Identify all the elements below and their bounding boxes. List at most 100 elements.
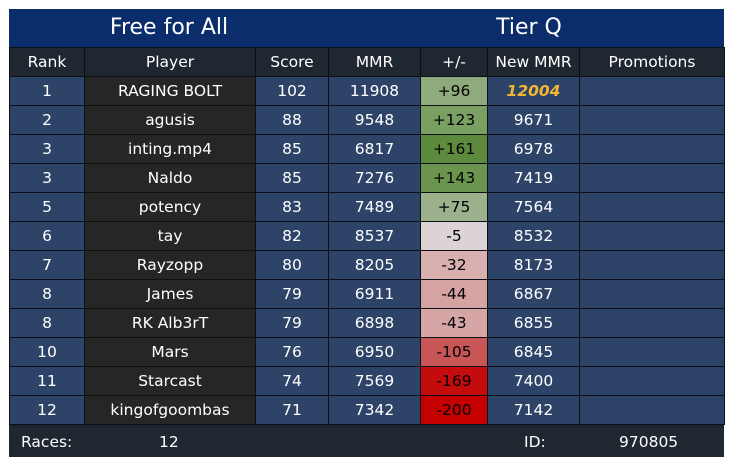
- rank-cell: 12: [9, 395, 85, 425]
- table-row: 12 kingofgoombas 71 7342 -200 7142: [9, 395, 725, 425]
- score-cell: 71: [255, 395, 329, 425]
- table-row: 8 James 79 6911 -44 6867: [9, 279, 725, 309]
- rank-cell: 1: [9, 76, 85, 106]
- mmr-change-cell: -169: [420, 366, 488, 396]
- player-name-cell: RK Alb3rT: [84, 308, 256, 338]
- mmr-change-cell: +143: [420, 163, 488, 193]
- mmr-cell: 7569: [328, 366, 421, 396]
- promotions-cell: [579, 76, 725, 106]
- new-mmr-cell: 7419: [487, 163, 580, 193]
- results-table: Rank Player Score MMR +/- New MMR Promot…: [9, 47, 725, 425]
- score-cell: 79: [255, 308, 329, 338]
- mmr-change-cell: -32: [420, 250, 488, 280]
- player-name-cell: Mars: [84, 337, 256, 367]
- id-value: 970805: [619, 433, 679, 451]
- column-header-new-mmr: New MMR: [487, 47, 580, 77]
- rank-cell: 3: [9, 134, 85, 164]
- scoreboard-header: Free for All Tier Q: [9, 9, 724, 47]
- table-row: 3 Naldo 85 7276 +143 7419: [9, 163, 725, 193]
- mmr-cell: 11908: [328, 76, 421, 106]
- mmr-cell: 8205: [328, 250, 421, 280]
- promotions-cell: [579, 221, 725, 251]
- player-name-cell: potency: [84, 192, 256, 222]
- rank-cell: 2: [9, 105, 85, 135]
- rank-cell: 10: [9, 337, 85, 367]
- table-row: 8 RK Alb3rT 79 6898 -43 6855: [9, 308, 725, 338]
- mmr-change-cell: +96: [420, 76, 488, 106]
- new-mmr-cell: 8532: [487, 221, 580, 251]
- table-row: 7 Rayzopp 80 8205 -32 8173: [9, 250, 725, 280]
- mmr-cell: 7276: [328, 163, 421, 193]
- rank-cell: 8: [9, 308, 85, 338]
- table-footer: Races: 12 ID: 970805: [9, 427, 724, 457]
- new-mmr-cell: 7400: [487, 366, 580, 396]
- mmr-cell: 8537: [328, 221, 421, 251]
- new-mmr-cell: 6855: [487, 308, 580, 338]
- table-row: 1 RAGING BOLT 102 11908 +96 12004: [9, 76, 725, 106]
- mmr-change-cell: -200: [420, 395, 488, 425]
- table-row: 3 inting.mp4 85 6817 +161 6978: [9, 134, 725, 164]
- mmr-change-cell: -43: [420, 308, 488, 338]
- score-cell: 102: [255, 76, 329, 106]
- promotions-cell: [579, 337, 725, 367]
- table-row: 10 Mars 76 6950 -105 6845: [9, 337, 725, 367]
- rank-cell: 7: [9, 250, 85, 280]
- score-cell: 76: [255, 337, 329, 367]
- promotions-cell: [579, 279, 725, 309]
- score-cell: 74: [255, 366, 329, 396]
- rank-cell: 8: [9, 279, 85, 309]
- score-cell: 83: [255, 192, 329, 222]
- player-name-cell: RAGING BOLT: [84, 76, 256, 106]
- score-cell: 82: [255, 221, 329, 251]
- table-row: 5 potency 83 7489 +75 7564: [9, 192, 725, 222]
- mmr-cell: 7342: [328, 395, 421, 425]
- rank-cell: 11: [9, 366, 85, 396]
- score-cell: 80: [255, 250, 329, 280]
- player-name-cell: agusis: [84, 105, 256, 135]
- score-cell: 85: [255, 134, 329, 164]
- mmr-cell: 7489: [328, 192, 421, 222]
- new-mmr-cell: 6845: [487, 337, 580, 367]
- mmr-change-cell: -105: [420, 337, 488, 367]
- new-mmr-cell: 12004: [487, 76, 580, 106]
- player-name-cell: tay: [84, 221, 256, 251]
- mmr-cell: 6817: [328, 134, 421, 164]
- column-header-delta: +/-: [420, 47, 488, 77]
- promotions-cell: [579, 366, 725, 396]
- new-mmr-cell: 6978: [487, 134, 580, 164]
- mmr-cell: 9548: [328, 105, 421, 135]
- promotions-cell: [579, 163, 725, 193]
- races-value: 12: [159, 433, 179, 451]
- new-mmr-cell: 9671: [487, 105, 580, 135]
- races-label: Races:: [21, 433, 73, 451]
- id-label: ID:: [524, 433, 546, 451]
- column-header-mmr: MMR: [328, 47, 421, 77]
- column-header-player: Player: [84, 47, 256, 77]
- promotions-cell: [579, 105, 725, 135]
- player-name-cell: Rayzopp: [84, 250, 256, 280]
- player-name-cell: inting.mp4: [84, 134, 256, 164]
- mmr-change-cell: -5: [420, 221, 488, 251]
- new-mmr-cell: 8173: [487, 250, 580, 280]
- player-name-cell: kingofgoombas: [84, 395, 256, 425]
- rank-cell: 6: [9, 221, 85, 251]
- rank-cell: 3: [9, 163, 85, 193]
- table-row: 11 Starcast 74 7569 -169 7400: [9, 366, 725, 396]
- mmr-change-cell: +123: [420, 105, 488, 135]
- column-header-score: Score: [255, 47, 329, 77]
- promotions-cell: [579, 308, 725, 338]
- rank-cell: 5: [9, 192, 85, 222]
- mmr-cell: 6950: [328, 337, 421, 367]
- score-cell: 88: [255, 105, 329, 135]
- table-header-row: Rank Player Score MMR +/- New MMR Promot…: [9, 47, 725, 77]
- mode-title: Free for All: [109, 15, 229, 40]
- player-name-cell: James: [84, 279, 256, 309]
- new-mmr-cell: 7142: [487, 395, 580, 425]
- mmr-cell: 6911: [328, 279, 421, 309]
- promotions-cell: [579, 192, 725, 222]
- scoreboard: Free for All Tier Q Rank Player Score MM…: [9, 9, 725, 457]
- player-name-cell: Naldo: [84, 163, 256, 193]
- promotions-cell: [579, 395, 725, 425]
- promotions-cell: [579, 134, 725, 164]
- score-cell: 85: [255, 163, 329, 193]
